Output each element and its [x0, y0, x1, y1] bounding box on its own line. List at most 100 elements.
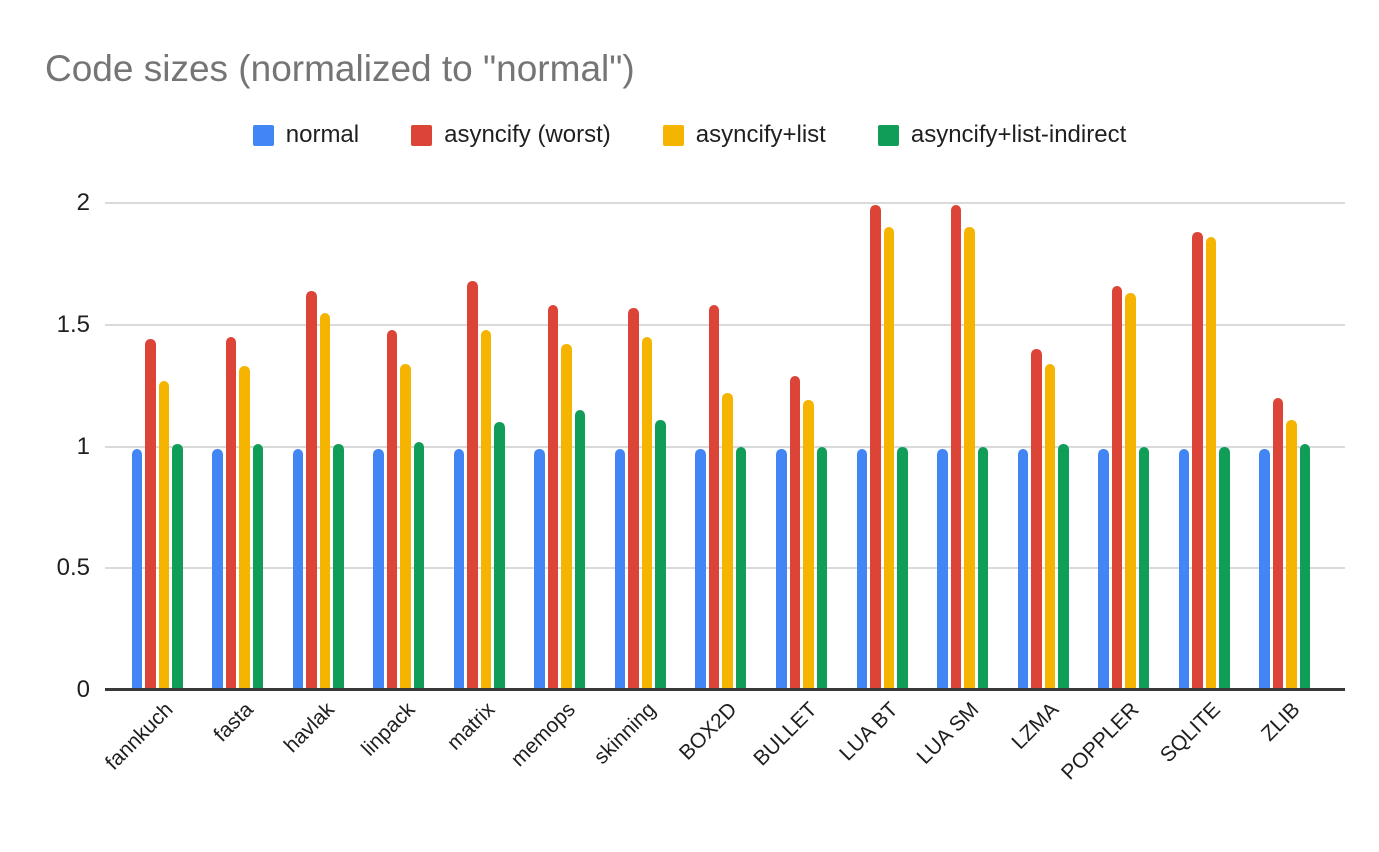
bar-normal-lzma: [1017, 448, 1029, 690]
x-axis-label-fannkuch: fannkuch: [101, 698, 178, 775]
bars-row: [117, 180, 1325, 690]
bar-asyncify-list-bullet: [803, 400, 814, 690]
legend-item-asyncify-list: asyncify+list: [662, 121, 826, 149]
bar-normal-bullet: [776, 448, 787, 690]
x-axis-label-lua-bt: LUA BT: [834, 698, 903, 766]
x-axis-label-lua-sm: LUA SM: [912, 698, 983, 769]
bar-asyncify-list-memops: [561, 344, 572, 690]
y-axis-tick-0.5: 0.5: [56, 554, 90, 582]
bar-normal-fannkuch: [131, 448, 143, 690]
bar-asyncify-worst--linpack: [386, 329, 398, 690]
bar-asyncify-worst--fannkuch: [145, 339, 156, 690]
bar-asyncify-worst--sqlite: [1192, 232, 1203, 690]
bar-group-BOX2D: [681, 180, 762, 690]
y-axis-tick-1: 1: [76, 432, 90, 460]
bar-normal-matrix: [453, 448, 465, 690]
bar-group-linpack: [359, 180, 440, 690]
x-axis-label-linpack: linpack: [356, 698, 420, 761]
bar-group-POPPLER: [1083, 180, 1164, 690]
bar-asyncify-worst--fasta: [225, 336, 237, 690]
x-axis-label-fasta: fasta: [209, 698, 259, 747]
x-axis-label-skinning: skinning: [589, 698, 661, 769]
bar-asyncify-list-indirect-lzma: [1058, 444, 1069, 690]
bar-asyncify-list-indirect-linpack: [413, 441, 425, 690]
legend-swatch-asyncify-list-icon: [662, 124, 684, 146]
bar-asyncify-list-box2d: [722, 392, 733, 690]
bar-group-LZMA: [1003, 180, 1084, 690]
bar-normal-memops: [534, 448, 545, 690]
chart-title: Code sizes (normalized to "normal"): [45, 48, 635, 89]
legend-label-normal: normal: [285, 121, 360, 148]
x-axis-label-matrix: matrix: [442, 698, 500, 755]
bar-normal-box2d: [695, 448, 706, 690]
bar-asyncify-list-indirect-skinning: [655, 419, 666, 690]
bar-asyncify-list-skinning: [641, 336, 653, 690]
x-axis-line: [105, 688, 1345, 691]
bar-asyncify-worst--zlib: [1272, 397, 1284, 690]
legend-swatch-asyncify-list-indirect-icon: [877, 124, 899, 146]
bar-normal-linpack: [373, 448, 384, 690]
legend-item-asyncify-list-indirect: asyncify+list-indirect: [877, 121, 1127, 149]
bar-asyncify-list-zlib: [1286, 419, 1297, 690]
x-axis-label-poppler: POPPLER: [1057, 698, 1144, 785]
legend-label-asyncify-list: asyncify+list: [695, 121, 826, 148]
bar-asyncify-list-indirect-fasta: [252, 444, 264, 690]
bar-asyncify-worst--lua-bt: [870, 205, 881, 690]
bar-asyncify-list-indirect-lua-bt: [897, 446, 908, 690]
legend-swatch-normal-icon: [252, 124, 274, 146]
x-axis-label-box2d: BOX2D: [674, 698, 742, 765]
bar-asyncify-list-poppler: [1125, 293, 1136, 690]
x-axis-label-havlak: havlak: [279, 698, 339, 758]
bar-asyncify-list-linpack: [400, 363, 411, 690]
legend-item-normal: normal: [252, 121, 360, 149]
legend-item-asyncify-worst: asyncify (worst): [411, 121, 611, 149]
bar-asyncify-list-lzma: [1044, 363, 1056, 690]
bar-group-fannkuch: [117, 180, 198, 690]
bar-group-skinning: [600, 180, 681, 690]
y-axis-tick-2: 2: [76, 189, 90, 216]
bar-asyncify-worst--box2d: [708, 305, 720, 690]
bar-asyncify-worst--lzma: [1031, 349, 1042, 690]
bar-asyncify-list-fasta: [239, 366, 250, 690]
bar-asyncify-list-havlak: [319, 312, 331, 690]
bar-asyncify-list-lua-sm: [964, 227, 975, 690]
bar-normal-fasta: [212, 448, 223, 690]
bar-normal-skinning: [614, 448, 626, 690]
x-axis-label-sqlite: SQLITE: [1155, 698, 1225, 768]
bar-asyncify-worst--havlak: [306, 290, 317, 690]
bar-normal-sqlite: [1178, 448, 1190, 690]
bar-asyncify-list-lua-bt: [883, 227, 895, 690]
x-axis-label-lzma: LZMA: [1007, 698, 1064, 754]
bar-asyncify-list-indirect-memops: [574, 410, 586, 690]
bar-asyncify-list-indirect-bullet: [816, 446, 828, 690]
bar-normal-havlak: [292, 448, 304, 690]
bar-group-fasta: [198, 180, 279, 690]
x-axis-label-memops: memops: [506, 698, 581, 772]
bar-group-LUA SM: [922, 180, 1003, 690]
bar-group-LUA BT: [842, 180, 923, 690]
bar-asyncify-worst--skinning: [628, 307, 639, 690]
bar-asyncify-list-indirect-zlib: [1299, 444, 1311, 690]
bar-asyncify-worst--matrix: [467, 280, 478, 690]
legend-label-asyncify-list-indirect: asyncify+list-indirect: [910, 121, 1127, 148]
bar-asyncify-list-indirect-havlak: [333, 444, 344, 690]
x-axis-label-bullet: BULLET: [749, 698, 822, 771]
bar-asyncify-list-fannkuch: [158, 380, 170, 690]
bar-normal-poppler: [1098, 448, 1109, 690]
y-axis-tick-1.5: 1.5: [56, 310, 90, 338]
bar-group-matrix: [439, 180, 520, 690]
legend: normal asyncify (worst) asyncify+list as…: [0, 121, 1379, 149]
bar-asyncify-worst--memops: [547, 305, 559, 690]
gridline-y-1.5: [105, 323, 1345, 326]
y-axis-tick-0: 0: [76, 676, 90, 703]
bar-group-ZLIB: [1244, 180, 1325, 690]
bar-normal-lua-bt: [856, 448, 868, 690]
bar-normal-lua-sm: [937, 448, 948, 690]
gridline-y-2: [105, 202, 1345, 204]
bar-asyncify-worst--bullet: [789, 375, 801, 690]
bar-asyncify-list-indirect-matrix: [494, 422, 505, 690]
bar-asyncify-list-indirect-poppler: [1138, 446, 1150, 690]
bar-asyncify-list-sqlite: [1205, 237, 1217, 690]
bar-group-havlak: [278, 180, 359, 690]
